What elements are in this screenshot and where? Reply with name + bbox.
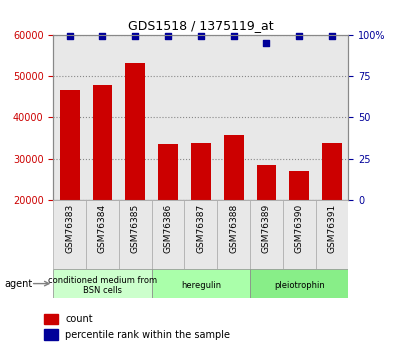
Text: pleiotrophin: pleiotrophin	[273, 281, 324, 290]
Bar	[92, 85, 112, 200]
Bar	[256, 165, 276, 200]
Point	[263, 40, 269, 46]
Bar	[45, 314, 58, 324]
FancyBboxPatch shape	[217, 200, 249, 269]
Title: GDS1518 / 1375119_at: GDS1518 / 1375119_at	[128, 19, 273, 32]
Bar	[125, 63, 145, 200]
Text: GSM76385: GSM76385	[130, 204, 139, 253]
Text: GSM76387: GSM76387	[196, 204, 205, 253]
Point	[197, 33, 204, 39]
FancyBboxPatch shape	[151, 269, 249, 298]
Text: GSM76391: GSM76391	[327, 204, 336, 253]
FancyBboxPatch shape	[184, 200, 217, 269]
FancyArrowPatch shape	[34, 282, 49, 286]
FancyBboxPatch shape	[249, 269, 348, 298]
Bar	[289, 171, 308, 200]
Text: GSM76386: GSM76386	[163, 204, 172, 253]
Bar	[191, 143, 210, 200]
Text: GSM76388: GSM76388	[229, 204, 238, 253]
Bar	[60, 90, 79, 200]
Text: GSM76383: GSM76383	[65, 204, 74, 253]
Point	[99, 33, 106, 39]
Bar	[158, 144, 178, 200]
Point	[164, 33, 171, 39]
FancyBboxPatch shape	[315, 200, 348, 269]
FancyBboxPatch shape	[53, 200, 86, 269]
Bar	[223, 135, 243, 200]
Text: GSM76389: GSM76389	[261, 204, 270, 253]
Text: conditioned medium from
BSN cells: conditioned medium from BSN cells	[48, 276, 157, 295]
Text: GSM76384: GSM76384	[98, 204, 107, 253]
Text: count: count	[65, 314, 93, 324]
Point	[295, 33, 302, 39]
Point	[230, 33, 236, 39]
Bar	[321, 143, 341, 200]
Bar	[45, 329, 58, 340]
FancyBboxPatch shape	[86, 200, 119, 269]
Point	[66, 33, 73, 39]
Point	[132, 33, 138, 39]
FancyBboxPatch shape	[282, 200, 315, 269]
Text: percentile rank within the sample: percentile rank within the sample	[65, 330, 230, 340]
FancyBboxPatch shape	[119, 200, 151, 269]
FancyBboxPatch shape	[151, 200, 184, 269]
FancyBboxPatch shape	[53, 269, 151, 298]
Text: agent: agent	[4, 279, 32, 288]
Text: heregulin: heregulin	[180, 281, 220, 290]
Point	[328, 33, 335, 39]
FancyBboxPatch shape	[249, 200, 282, 269]
Text: GSM76390: GSM76390	[294, 204, 303, 253]
